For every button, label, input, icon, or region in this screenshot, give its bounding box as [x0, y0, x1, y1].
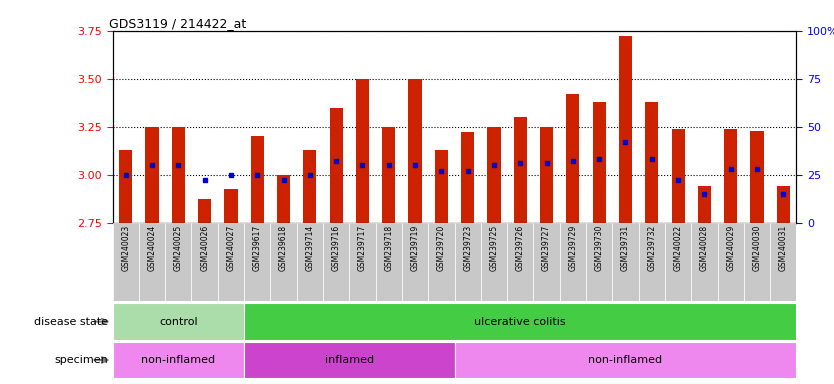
Text: inflamed: inflamed	[324, 355, 374, 365]
Bar	[244, 303, 796, 340]
Bar	[776, 186, 790, 223]
Bar	[665, 223, 691, 301]
Text: control: control	[159, 316, 198, 327]
Text: GSM239729: GSM239729	[569, 225, 577, 271]
Text: GSM239726: GSM239726	[515, 225, 525, 271]
Text: GSM240030: GSM240030	[752, 225, 761, 271]
Bar	[560, 223, 586, 301]
Text: GSM240026: GSM240026	[200, 225, 209, 271]
Bar	[356, 79, 369, 223]
Text: GSM239618: GSM239618	[279, 225, 288, 271]
Bar	[198, 199, 211, 223]
Bar	[329, 108, 343, 223]
Text: GSM239725: GSM239725	[490, 225, 499, 271]
Bar	[382, 127, 395, 223]
Bar	[691, 223, 717, 301]
Text: GSM240028: GSM240028	[700, 225, 709, 271]
Bar	[724, 129, 737, 223]
Bar	[717, 223, 744, 301]
Bar	[113, 342, 244, 378]
Text: GDS3119 / 214422_at: GDS3119 / 214422_at	[109, 17, 246, 30]
Bar	[744, 223, 770, 301]
Text: non-inflamed: non-inflamed	[141, 355, 215, 365]
Text: GSM239714: GSM239714	[305, 225, 314, 271]
Bar	[323, 223, 349, 301]
Text: GSM239732: GSM239732	[647, 225, 656, 271]
Bar	[534, 223, 560, 301]
Bar	[461, 132, 475, 223]
Bar	[349, 223, 375, 301]
Text: GSM240031: GSM240031	[779, 225, 788, 271]
Bar	[455, 223, 481, 301]
Bar	[698, 186, 711, 223]
Bar	[639, 223, 665, 301]
Bar	[277, 175, 290, 223]
Text: GSM239731: GSM239731	[621, 225, 630, 271]
Text: GSM239720: GSM239720	[437, 225, 446, 271]
Text: GSM239718: GSM239718	[384, 225, 394, 271]
Text: ulcerative colitis: ulcerative colitis	[475, 316, 566, 327]
Bar	[586, 223, 612, 301]
Bar	[218, 223, 244, 301]
Text: GSM240025: GSM240025	[173, 225, 183, 271]
Bar	[435, 150, 448, 223]
Text: GSM240029: GSM240029	[726, 225, 736, 271]
Text: GSM240022: GSM240022	[674, 225, 682, 271]
Bar	[244, 223, 270, 301]
Bar	[270, 223, 297, 301]
Bar	[119, 150, 133, 223]
Bar	[409, 79, 422, 223]
Bar	[402, 223, 428, 301]
Bar	[481, 223, 507, 301]
Text: GSM240027: GSM240027	[227, 225, 235, 271]
Bar	[487, 127, 500, 223]
Bar	[646, 102, 658, 223]
Text: specimen: specimen	[55, 355, 108, 365]
Text: GSM240024: GSM240024	[148, 225, 157, 271]
Bar	[113, 303, 244, 340]
Bar	[251, 136, 264, 223]
Bar	[224, 189, 238, 223]
Text: disease state: disease state	[34, 316, 108, 327]
Text: GSM239717: GSM239717	[358, 225, 367, 271]
Text: GSM239617: GSM239617	[253, 225, 262, 271]
Text: GSM239716: GSM239716	[332, 225, 340, 271]
Bar	[304, 150, 316, 223]
Bar	[165, 223, 192, 301]
Bar	[612, 223, 639, 301]
Text: GSM239719: GSM239719	[410, 225, 420, 271]
Bar	[428, 223, 455, 301]
Bar	[671, 129, 685, 223]
Bar	[507, 223, 534, 301]
Text: non-inflamed: non-inflamed	[589, 355, 662, 365]
Bar	[770, 223, 796, 301]
Bar	[375, 223, 402, 301]
Text: GSM240023: GSM240023	[121, 225, 130, 271]
Bar	[593, 102, 605, 223]
Bar	[172, 127, 185, 223]
Bar	[145, 127, 158, 223]
Bar	[139, 223, 165, 301]
Text: GSM239727: GSM239727	[542, 225, 551, 271]
Bar	[244, 342, 455, 378]
Bar	[455, 342, 796, 378]
Bar	[192, 223, 218, 301]
Bar	[619, 36, 632, 223]
Bar	[514, 117, 527, 223]
Bar	[751, 131, 764, 223]
Bar	[566, 94, 580, 223]
Text: GSM239723: GSM239723	[463, 225, 472, 271]
Bar	[540, 127, 553, 223]
Bar	[297, 223, 323, 301]
Text: GSM239730: GSM239730	[595, 225, 604, 271]
Bar	[113, 223, 139, 301]
